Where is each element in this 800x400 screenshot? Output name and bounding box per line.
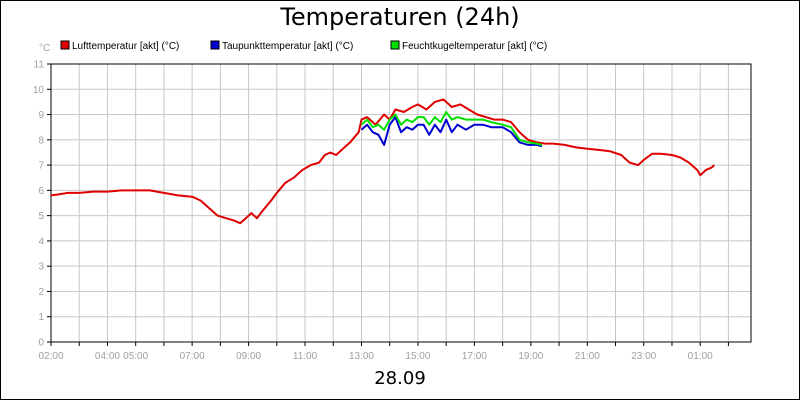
chart-title: Temperaturen (24h) [280,3,520,31]
x-tick-label: 17:00 [462,351,487,362]
date-label: 28.09 [374,368,426,389]
y-tick-label: 7 [38,161,44,172]
x-tick-label: 21:00 [575,351,600,362]
y-tick-label: 1 [38,312,44,323]
y-tick-label: 0 [38,338,44,349]
legend-swatch [60,40,70,50]
x-tick-label: 11:00 [293,351,318,362]
plot-area [50,63,752,343]
y-tick-label: 5 [38,211,44,222]
y-tick-label: 6 [38,186,44,197]
y-tick-label: 4 [38,236,44,247]
series-line [50,98,715,225]
legend-label: Lufttemperatur [akt] (°C) [72,41,179,52]
x-tick-label: 05:00 [123,351,148,362]
legend-swatch [390,40,400,50]
x-tick-label: 07:00 [180,351,205,362]
x-tick-label: 15:00 [405,351,430,362]
legend: Lufttemperatur [akt] (°C) Taupunkttempera… [60,40,547,52]
x-tick-label: 23:00 [631,351,656,362]
y-tick-label: 10 [33,85,45,96]
y-tick-label: 8 [38,135,44,146]
series-line [360,116,543,148]
x-tick-label: 02:00 [38,351,63,362]
x-tick-label: 01:00 [688,351,713,362]
x-tick-label: 09:00 [236,351,261,362]
y-tick-label: 2 [38,287,44,298]
series-lines [50,98,715,225]
y-tick-label: 3 [38,262,44,273]
y-tick-label: 11 [34,60,45,71]
series-line [360,111,543,146]
y-tick-label: 9 [38,110,44,121]
axis-ticks: 0 1 2 3 4 5 6 7 8 9 10 11 02:00 04:00 05:00 07:00 09:00 1… [33,60,729,362]
legend-label: Feuchtkugeltemperatur [akt] (°C) [402,41,547,52]
y-unit-label: °C [39,43,50,54]
x-tick-label: 04:00 [95,351,120,362]
x-tick-label: 19:00 [518,351,543,362]
grid [50,63,751,343]
legend-label: Taupunkttemperatur [akt] (°C) [222,41,353,52]
x-tick-label: 13:00 [349,351,374,362]
legend-swatch [210,40,220,50]
